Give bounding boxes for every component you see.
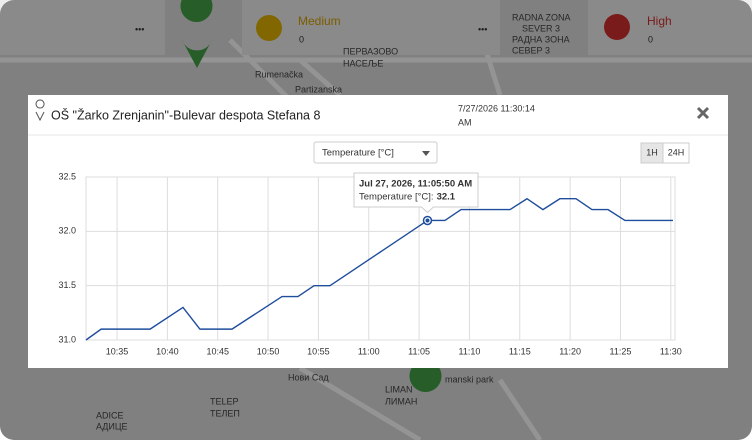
tooltip-value: 32.1 [437,192,456,203]
x-tick-label: 10:35 [106,346,129,356]
map-label: АДИЦЕ [96,421,128,431]
tooltip-label: Temperature [°C]: [359,192,434,203]
x-tick-label: 11:15 [509,346,531,356]
map-label: LIMAN [385,384,413,394]
card-count: 0 [299,34,304,44]
y-tick-label: 32.0 [58,226,76,236]
x-tick-label: 11:25 [610,346,632,356]
card[interactable] [0,0,165,55]
timestamp: 7/27/2026 11:30:14 [458,103,535,113]
map-pin[interactable] [180,0,213,68]
map-label: ТЕЛЕП [210,408,240,418]
card-count: 0 [648,34,653,44]
y-tick-label: 32.5 [58,171,76,181]
icon [256,15,282,41]
map-label: ПЕРВАЗОВО [343,46,398,56]
close-button[interactable] [696,106,710,120]
x-tick-label: 11:05 [408,346,430,356]
highlight-point-core [425,218,430,223]
map-label: Rumenačka [255,69,303,79]
range-buttons: 1H 24H [640,142,690,164]
x-tick-label: 11:10 [459,346,481,356]
x-tick-label: 10:45 [206,346,229,356]
map-label: TELEP [210,396,239,406]
menu-dots[interactable]: ••• [135,24,144,34]
y-tick-label: 31.0 [58,334,76,344]
icon [604,14,630,40]
map-label: Partizanska [295,84,342,94]
line [85,197,673,341]
range-label: 1H [646,147,658,157]
map-label: ADICE [96,410,124,420]
tooltip [353,172,479,214]
map-label: manski park [445,374,494,384]
x-tick-label: 10:50 [257,346,280,356]
map-label: Нови Сад [288,372,329,382]
card-label: High [647,14,672,28]
range-button[interactable] [662,142,690,164]
dropdown[interactable] [313,141,438,164]
map-label: SEVER 3 [522,23,560,33]
x-tick-label: 11:00 [358,346,380,356]
chart: 31.0 31.5 32.0 32.5 10:35 10:40 10:45 10:50 10:5… [58,171,681,356]
menu-dots[interactable]: ••• [478,24,487,34]
x-tick-label: 10:40 [156,346,179,356]
map-label: НАСЕЉЕ [343,58,383,68]
popup-title: OŠ "Žarko Zrenjanin"-Bulevar despota Ste… [51,107,320,122]
dropdown-arrow [422,151,430,156]
card[interactable] [242,0,500,55]
map-label: РАДНА ЗОНА [512,34,570,44]
tooltip-date: Jul 27, 2026, 11:05:50 AM [359,179,472,190]
map-label: ЛИМАН [385,396,417,406]
x-tick-label: 11:30 [660,346,682,356]
y-tick-label: 31.5 [58,280,76,290]
location-icon [35,99,45,122]
dropdown-value: Temperature [°C] [322,148,394,159]
map-labels: Rumenačka Partizanska ПЕРВАЗОВО НАСЕЉЕ RADNA… [96,12,571,431]
card-label: Medium [298,14,341,28]
map-label: СЕВЕР 3 [512,45,550,55]
map-label: RADNA ZONA [512,12,571,22]
x-tick-label: 11:20 [559,346,581,356]
range-label: 24H [668,147,685,157]
x-tick-label: 10:55 [307,346,330,356]
timestamp: AM [458,117,472,127]
